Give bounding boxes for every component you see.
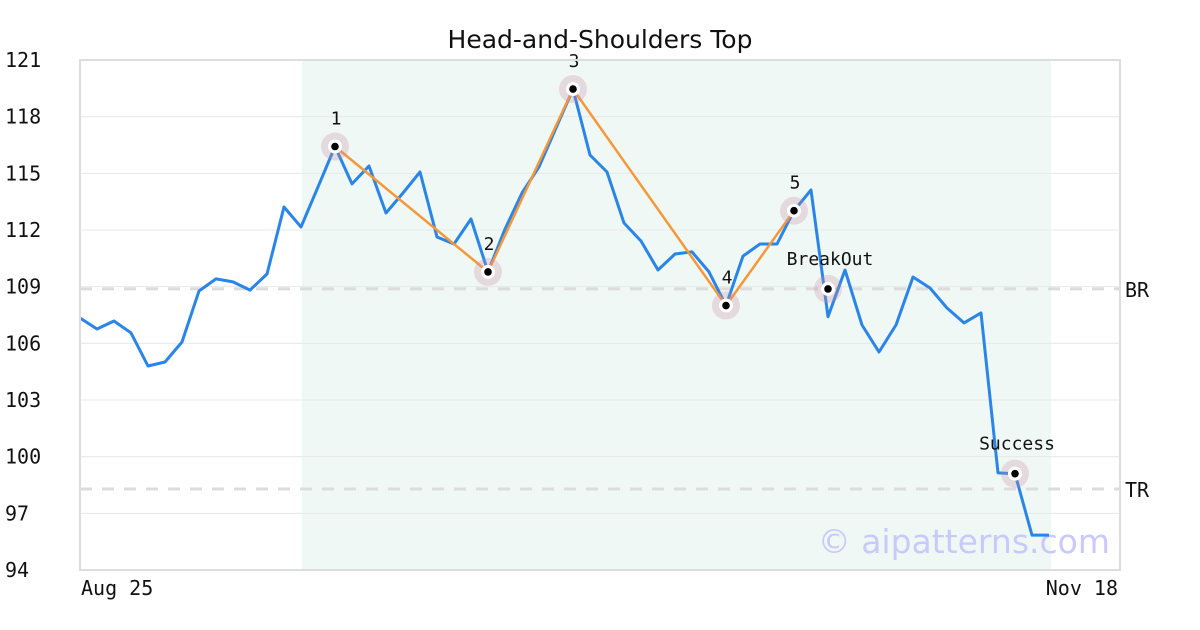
marker-label-4: 4 bbox=[722, 268, 733, 289]
pattern-shaded-region bbox=[302, 60, 1051, 570]
marker-label-success: Success bbox=[979, 434, 1055, 455]
marker-dot-breakout bbox=[824, 285, 832, 293]
marker-label-3: 3 bbox=[569, 51, 580, 72]
y-tick-label: 109 bbox=[5, 275, 41, 299]
marker-dot-1 bbox=[331, 142, 339, 151]
marker-label-5: 5 bbox=[790, 173, 801, 194]
x-tick-label: Aug 25 bbox=[81, 576, 153, 600]
y-tick-label: 115 bbox=[5, 161, 41, 185]
reference-label-tr: TR bbox=[1125, 478, 1150, 502]
x-tick-label: Nov 18 bbox=[1046, 576, 1118, 600]
y-tick-label: 106 bbox=[5, 331, 41, 355]
marker-dot-3 bbox=[569, 85, 577, 93]
plot-frame bbox=[79, 59, 1121, 571]
y-tick-label: 112 bbox=[5, 218, 41, 242]
reference-label-br: BR bbox=[1125, 278, 1150, 302]
watermark: © aipatterns.com bbox=[818, 522, 1110, 561]
marker-dot-4 bbox=[722, 301, 730, 310]
y-tick-label: 121 bbox=[5, 48, 41, 72]
marker-label-1: 1 bbox=[331, 109, 342, 130]
y-tick-label: 118 bbox=[5, 105, 41, 129]
marker-label-2: 2 bbox=[484, 234, 495, 255]
marker-dot-2 bbox=[484, 268, 492, 276]
marker-label-breakout: BreakOut bbox=[787, 249, 874, 270]
y-tick-label: 94 bbox=[5, 558, 29, 582]
y-tick-label: 103 bbox=[5, 388, 41, 412]
y-tick-label: 97 bbox=[5, 501, 29, 525]
marker-dot-5 bbox=[790, 206, 798, 215]
chart-title: Head-and-Shoulders Top bbox=[448, 25, 753, 54]
y-tick-label: 100 bbox=[5, 445, 41, 469]
marker-dot-success bbox=[1011, 469, 1019, 478]
